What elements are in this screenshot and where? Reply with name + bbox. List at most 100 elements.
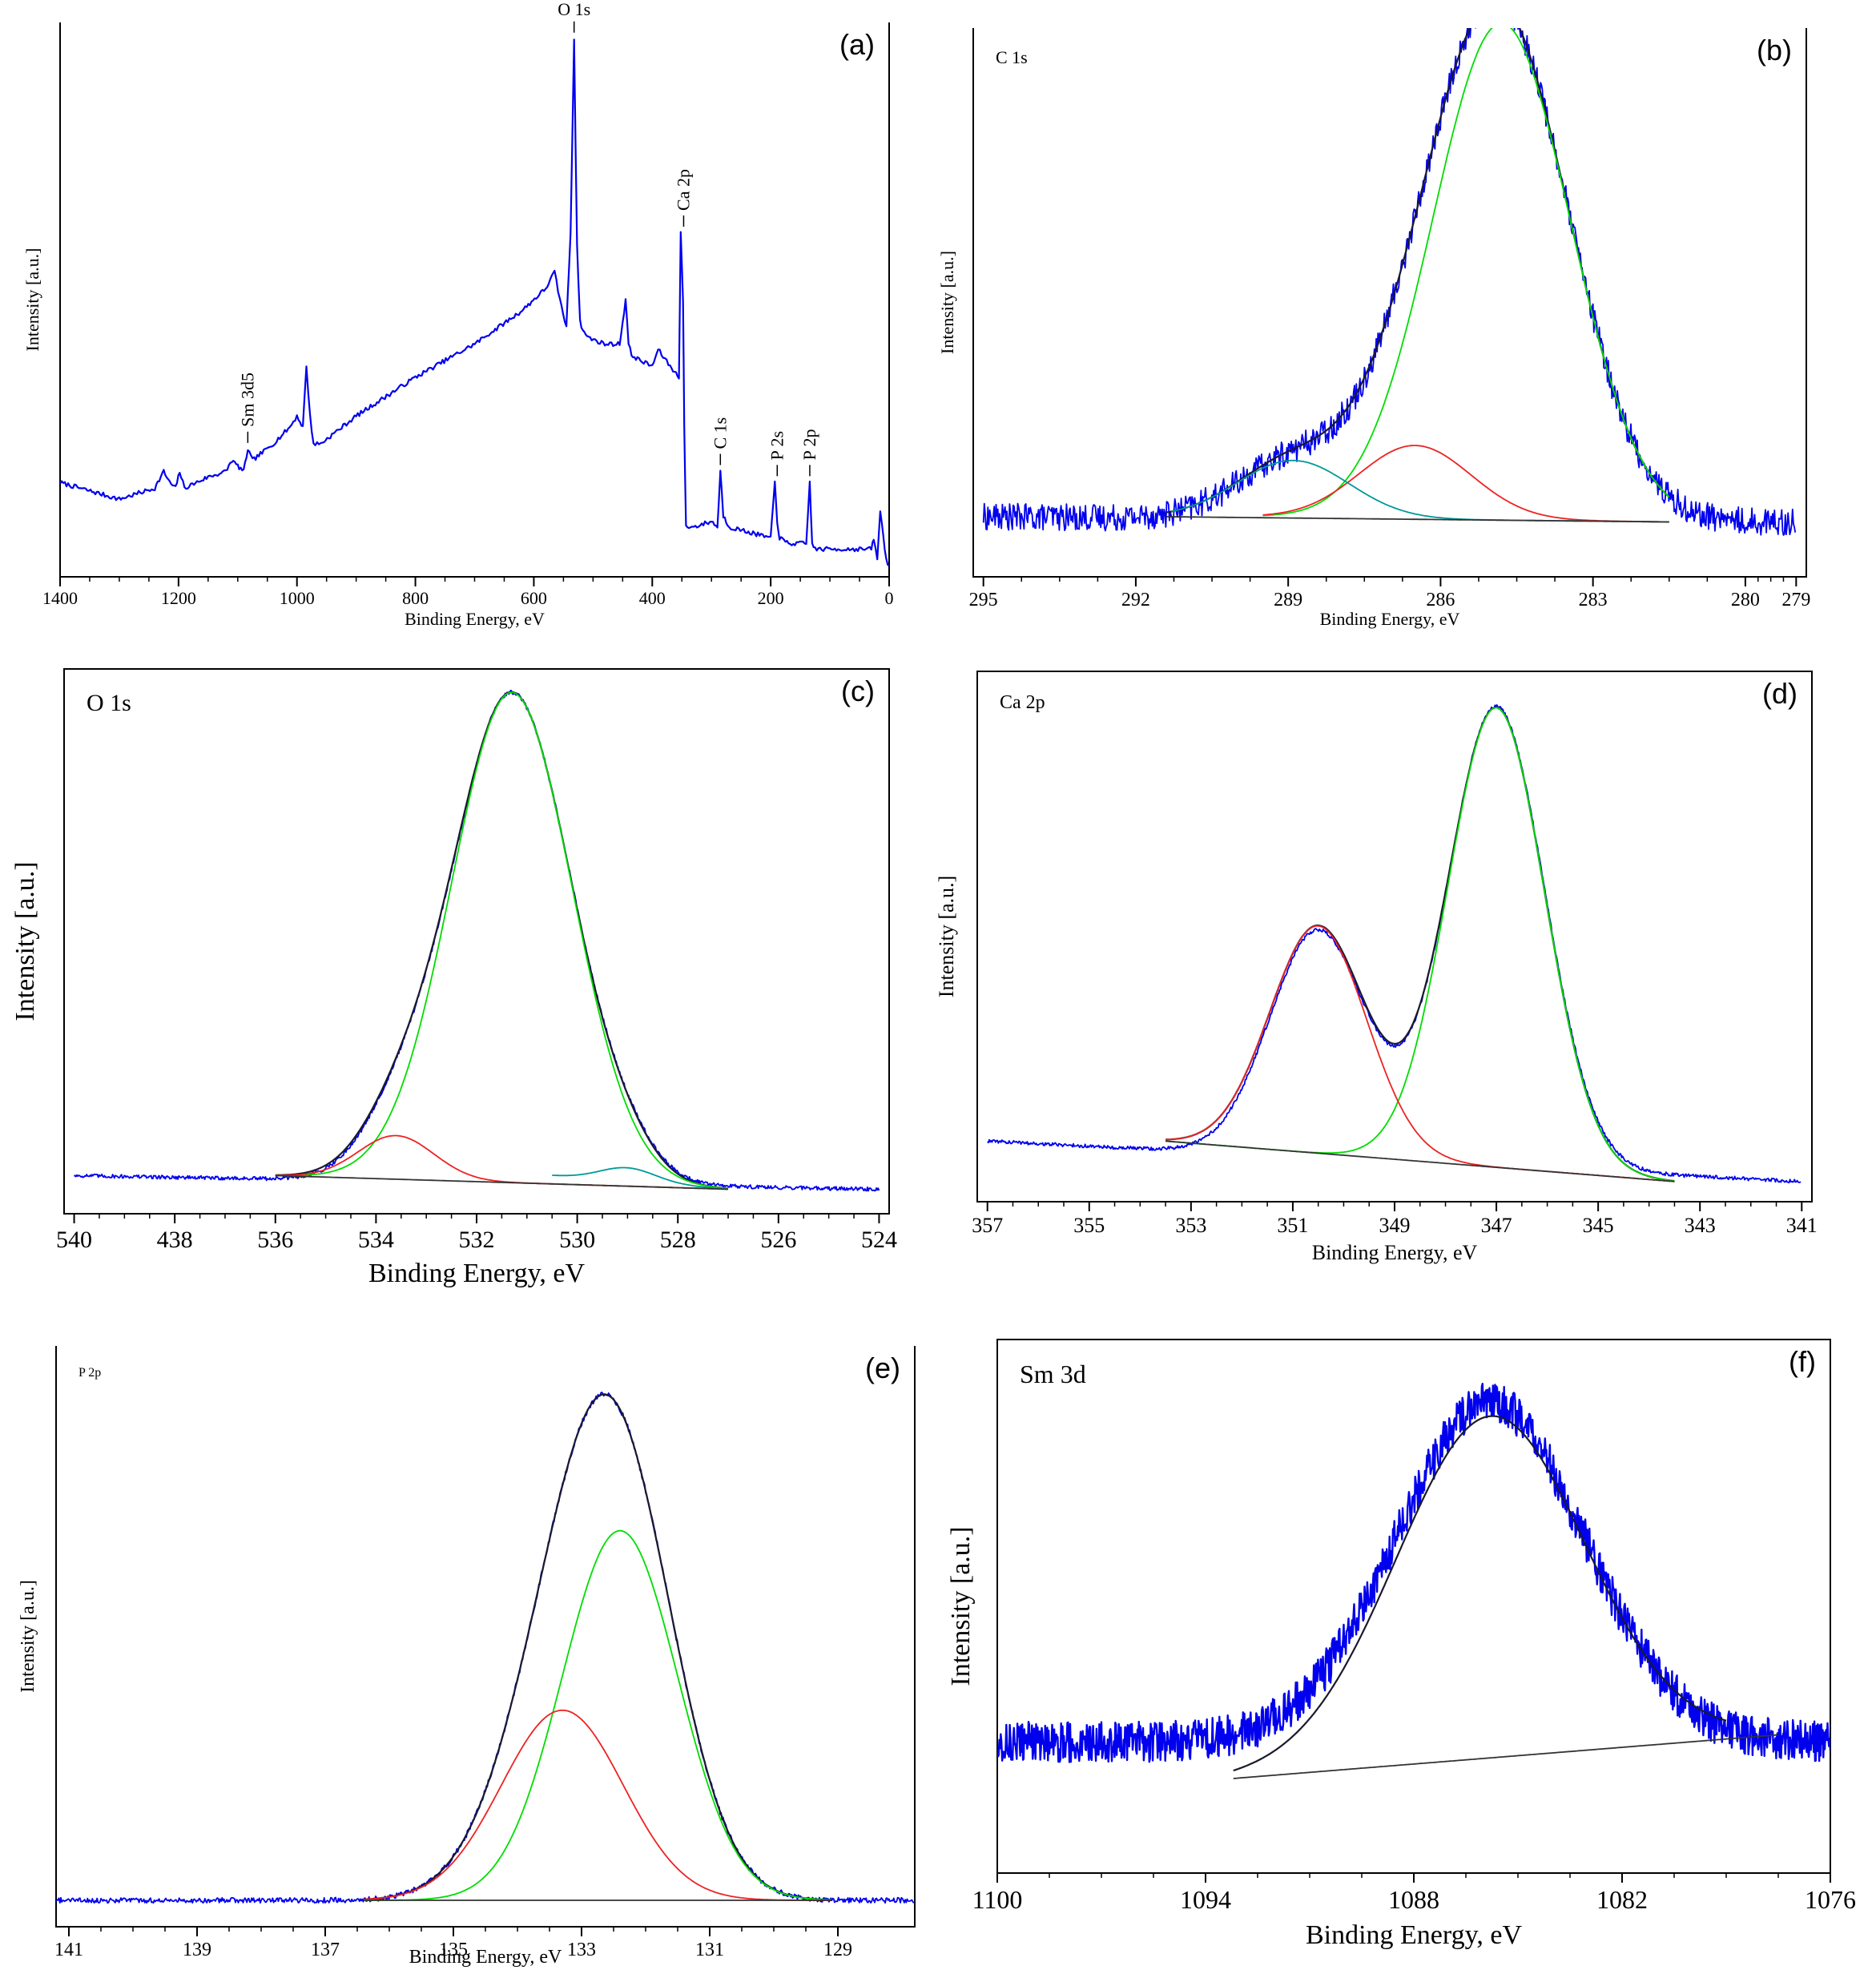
x-axis-label: Binding Energy, eV — [1320, 609, 1460, 629]
panel-title: C 1s — [996, 47, 1028, 67]
fit-p-2p3-2 — [364, 1529, 832, 1901]
fit-sm-3d5-2 — [1233, 1415, 1727, 1772]
x-tick-label: 534 — [358, 1227, 394, 1253]
x-tick-label: 524 — [861, 1227, 897, 1253]
panel-title: O 1s — [87, 690, 131, 716]
x-tick-label: 341 — [1786, 1214, 1818, 1237]
series-raw-spectrum — [982, 28, 1797, 536]
plot-frame — [59, 22, 890, 578]
plot-frame — [63, 668, 890, 1215]
series-survey — [60, 38, 889, 567]
x-tick-label: 283 — [1579, 590, 1608, 610]
plot-area — [73, 690, 880, 1192]
annotation-label: O 1s — [558, 0, 590, 19]
plot-frame — [976, 671, 1813, 1203]
x-tick-label: 1082 — [1596, 1885, 1648, 1914]
panel-label: (d) — [1762, 677, 1797, 710]
x-tick-label: 536 — [257, 1227, 293, 1253]
panel-label: (a) — [839, 28, 875, 61]
panel-label: (f) — [1789, 1345, 1816, 1378]
panel-a: 1400 1200 1000 800 600 400 200 0 Binding Energy,… — [22, 0, 894, 629]
fit-envelope — [1165, 28, 1670, 514]
x-tick-label: 528 — [660, 1227, 696, 1253]
y-axis-label: Intensity [a.u.] — [18, 1580, 38, 1693]
fit-baseline — [275, 1174, 729, 1190]
fit-o-m — [552, 1166, 729, 1190]
x-tick-label: 1000 — [280, 588, 315, 608]
annotation-label: C 1s — [710, 417, 730, 449]
y-axis-label: Intensity [a.u.] — [10, 861, 40, 1021]
fit-baseline — [1166, 516, 1669, 523]
x-tick-label: 438 — [157, 1227, 193, 1253]
series-raw-spectrum — [997, 1383, 1830, 1763]
x-tick-label: 343 — [1685, 1214, 1716, 1237]
plot-area — [987, 704, 1802, 1184]
annotation-label: P 2s — [767, 431, 787, 460]
x-tick-label: 0 — [885, 588, 894, 608]
x-tick-label: 135 — [439, 1940, 468, 1960]
plot-area — [982, 28, 1797, 536]
x-tick-label: 1088 — [1388, 1885, 1439, 1914]
panel-title: Sm 3d — [1020, 1360, 1086, 1388]
x-tick-label: 600 — [521, 588, 547, 608]
fit-c-o — [1262, 445, 1669, 523]
fit-ca-2p3-2 — [1165, 707, 1675, 1182]
x-tick-label: 345 — [1583, 1214, 1614, 1237]
y-axis-label: Intensity [a.u.] — [937, 251, 957, 354]
panel-e: 141 139 137 135 133 131 129 Binding Energy, eV I… — [18, 1346, 916, 1968]
x-axis-label: Binding Energy, eV — [1306, 1920, 1523, 1950]
y-axis-label: Intensity [a.u.] — [935, 876, 958, 997]
x-tick-label: 353 — [1175, 1214, 1206, 1237]
plot-frame — [972, 28, 1807, 578]
x-axis-label: Binding Energy, eV — [368, 1259, 586, 1288]
fit-envelope — [1165, 706, 1675, 1182]
panel-b: 295 292 289 286 283 280 279 Binding Energy, eV I… — [937, 28, 1810, 629]
plot-area — [60, 38, 889, 567]
fit-envelope — [275, 691, 729, 1190]
annotation-label: P 2p — [799, 429, 819, 460]
series-raw-spectrum — [987, 704, 1802, 1184]
x-tick-label: 526 — [760, 1227, 796, 1253]
panel-title: Ca 2p — [1000, 692, 1045, 713]
x-tick-label: 200 — [758, 588, 784, 608]
x-tick-label: 1094 — [1180, 1885, 1231, 1914]
x-tick-label: 139 — [183, 1940, 211, 1960]
fit-baseline — [1165, 1140, 1675, 1182]
fit-o-c-o — [1171, 459, 1669, 523]
x-tick-label: 540 — [56, 1227, 92, 1253]
annotation-label: Sm 3d5 — [237, 373, 257, 427]
x-tick-label: 131 — [695, 1940, 724, 1960]
x-tick-label: 1076 — [1805, 1885, 1856, 1914]
x-tick-label: 280 — [1731, 590, 1760, 610]
fit-c-c — [1262, 28, 1670, 517]
x-tick-label: 1100 — [972, 1885, 1023, 1914]
panel-label: (c) — [841, 675, 875, 707]
x-tick-label: 532 — [459, 1227, 495, 1253]
x-tick-label: 292 — [1121, 590, 1150, 610]
x-tick-label: 286 — [1426, 590, 1455, 610]
plot-area — [997, 1383, 1830, 1779]
x-tick-label: 347 — [1481, 1214, 1512, 1237]
x-tick-label: 133 — [567, 1940, 596, 1960]
x-tick-label: 349 — [1379, 1214, 1411, 1237]
plot-area — [56, 1392, 915, 1904]
x-axis-label: Binding Energy, eV — [1312, 1241, 1478, 1264]
x-axis-label: Binding Energy, eV — [405, 609, 545, 629]
panel-d: 357 355 353 351 349 347 345 343 341 Binding Energ… — [935, 671, 1818, 1264]
x-tick-label: 279 — [1781, 590, 1810, 610]
plot-frame — [55, 1346, 916, 1928]
x-tick-label: 355 — [1073, 1214, 1105, 1237]
x-tick-label: 357 — [972, 1214, 1003, 1237]
x-tick-label: 137 — [311, 1940, 340, 1960]
panel-c: 540 438 536 534 532 530 528 526 524 Binding Energ… — [10, 668, 897, 1288]
x-tick-label: 129 — [823, 1940, 852, 1960]
x-tick-label: 800 — [402, 588, 429, 608]
x-tick-label: 289 — [1274, 590, 1302, 610]
x-tick-label: 400 — [639, 588, 666, 608]
y-axis-label: Intensity [a.u.] — [946, 1526, 976, 1686]
y-axis-label: Intensity [a.u.] — [22, 248, 42, 352]
x-tick-label: 295 — [969, 590, 998, 610]
fit-ca-2p1-2 — [1165, 925, 1675, 1182]
x-tick-label: 351 — [1277, 1214, 1308, 1237]
